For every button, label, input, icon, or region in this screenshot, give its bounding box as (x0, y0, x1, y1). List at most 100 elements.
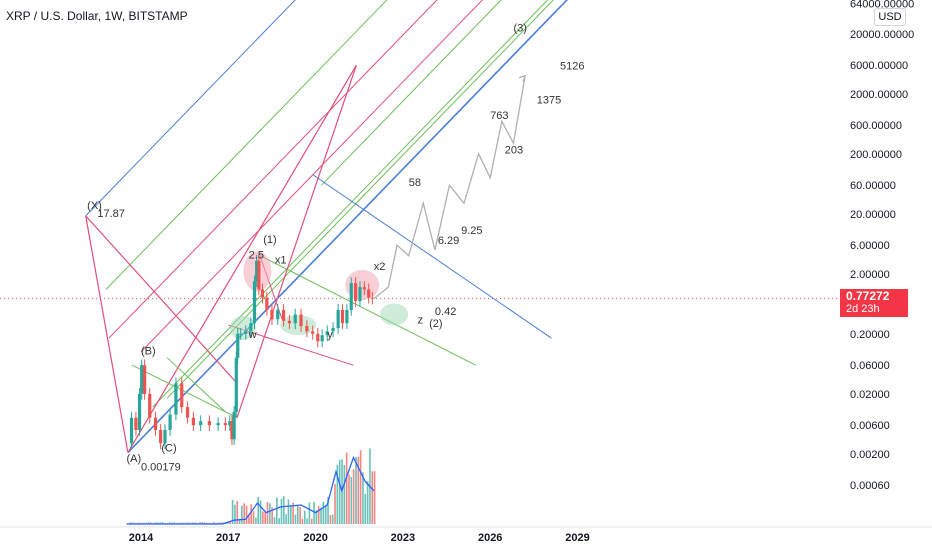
price-tick-label: 0.00600 (850, 420, 890, 432)
fork-x-to-c (86, 216, 237, 383)
annotation-label: z (417, 314, 423, 326)
volume-bar (283, 496, 285, 524)
zone-y (280, 315, 316, 335)
volume-bar (295, 515, 297, 524)
candle-body (236, 334, 239, 358)
volume-bar (346, 452, 348, 524)
symbol-title: XRP / U.S. Dollar, 1W, BITSTAMP (6, 9, 188, 23)
volume-bar (367, 481, 369, 524)
time-tick-label: 2014 (129, 532, 154, 544)
annotation-label: 1375 (537, 95, 561, 107)
candle-body (148, 394, 151, 418)
annotation-label: 2.5 (249, 250, 264, 262)
candle-body (305, 326, 308, 331)
price-tick-label: 0.02000 (850, 389, 890, 401)
volume-bar (276, 497, 278, 524)
volume-pane (126, 448, 375, 524)
fork-x-to-a (86, 216, 128, 453)
time-tick-label: 2017 (216, 532, 240, 544)
annotation-label: y (327, 329, 333, 341)
annotation-label: (A) (126, 453, 141, 465)
price-tick-label: 0.20000 (850, 329, 890, 341)
volume-bar (371, 471, 373, 524)
time-tick-label: 2026 (478, 532, 502, 544)
volume-bar (299, 507, 301, 524)
volume-bar (250, 504, 252, 524)
annotation-label: x1 (275, 254, 287, 266)
candle-body (180, 383, 183, 407)
time-tick-label: 2020 (303, 532, 327, 544)
volume-bar (344, 465, 346, 524)
volume-bar (348, 474, 350, 524)
currency-button[interactable]: USD (874, 8, 906, 26)
candle-body (224, 423, 227, 425)
volume-bar (353, 469, 355, 524)
volume-bar (262, 511, 264, 524)
bar-countdown: 2d 23h (846, 303, 908, 316)
volume-bar (364, 494, 366, 524)
candle-body (239, 334, 242, 335)
candle-body (350, 283, 353, 310)
candle-body (337, 310, 340, 328)
candle-body (140, 365, 143, 394)
volume-bar (302, 519, 304, 524)
price-tick-label: 600.00000 (850, 120, 902, 132)
candle-body (143, 365, 146, 394)
price-tick-label: 20000.00000 (850, 29, 914, 41)
candle-body (311, 331, 314, 333)
candle-body (134, 418, 137, 430)
candle-body (174, 383, 177, 414)
price-tick-label: 2000.00000 (850, 89, 908, 101)
fork-c-to-peak (237, 65, 356, 418)
candle-body (163, 430, 166, 443)
price-tick-label: 20.00000 (850, 209, 896, 221)
annotation-label: (C) (161, 442, 176, 454)
channel-pink-1 (109, 0, 650, 338)
volume-bar (260, 500, 262, 524)
candle-body (294, 314, 297, 323)
volume-bar (306, 518, 308, 524)
candle-body (345, 310, 348, 323)
annotation-label: (2) (429, 318, 442, 330)
volume-bar (285, 514, 287, 524)
annotation-label: (3) (513, 22, 526, 34)
annotation-label: (1) (263, 234, 276, 246)
candle-body (282, 310, 285, 321)
annotation-label: w (248, 329, 257, 341)
candle-body (208, 421, 211, 425)
volume-bar (290, 505, 292, 524)
time-tick-label: 2023 (391, 532, 415, 544)
volume-bar (264, 512, 266, 524)
annotation-label: x2 (374, 261, 386, 273)
annotation-label: 5126 (560, 60, 584, 72)
candle-body (341, 310, 344, 323)
candle-body (235, 358, 238, 412)
price-tick-label: 2.00000 (850, 269, 890, 281)
candle-body (244, 331, 247, 333)
volume-bar (257, 497, 259, 524)
candle-body (261, 289, 264, 297)
volume-bar (374, 471, 376, 524)
volume-bar (332, 515, 334, 524)
volume-bar (313, 502, 315, 524)
candle-body (265, 298, 268, 310)
fork-a-to-peak (128, 65, 356, 452)
volume-bar (253, 511, 255, 524)
price-tick-label: 6000.00000 (850, 60, 908, 72)
candle-body (299, 314, 302, 326)
time-axis[interactable]: 2014 2017 2020 2023 2026 2029 (0, 527, 932, 544)
candle-body (154, 418, 157, 430)
annotation-label: 6.29 (438, 235, 459, 247)
price-tick-label: 0.06000 (850, 360, 890, 372)
volume-bar (304, 511, 306, 524)
volume-bar (274, 517, 276, 524)
volume-bar (339, 460, 341, 524)
descending-blue (313, 175, 552, 338)
candle-body (186, 407, 189, 418)
candle-body (217, 423, 220, 425)
price-axis[interactable]: 64000.00000 20000.00000 6000.00000 2000.000… (840, 0, 932, 527)
candle-body (270, 310, 273, 319)
annotation-label: 58 (409, 177, 421, 189)
volume-bar (311, 519, 313, 524)
price-tick-label: 60.00000 (850, 180, 896, 192)
